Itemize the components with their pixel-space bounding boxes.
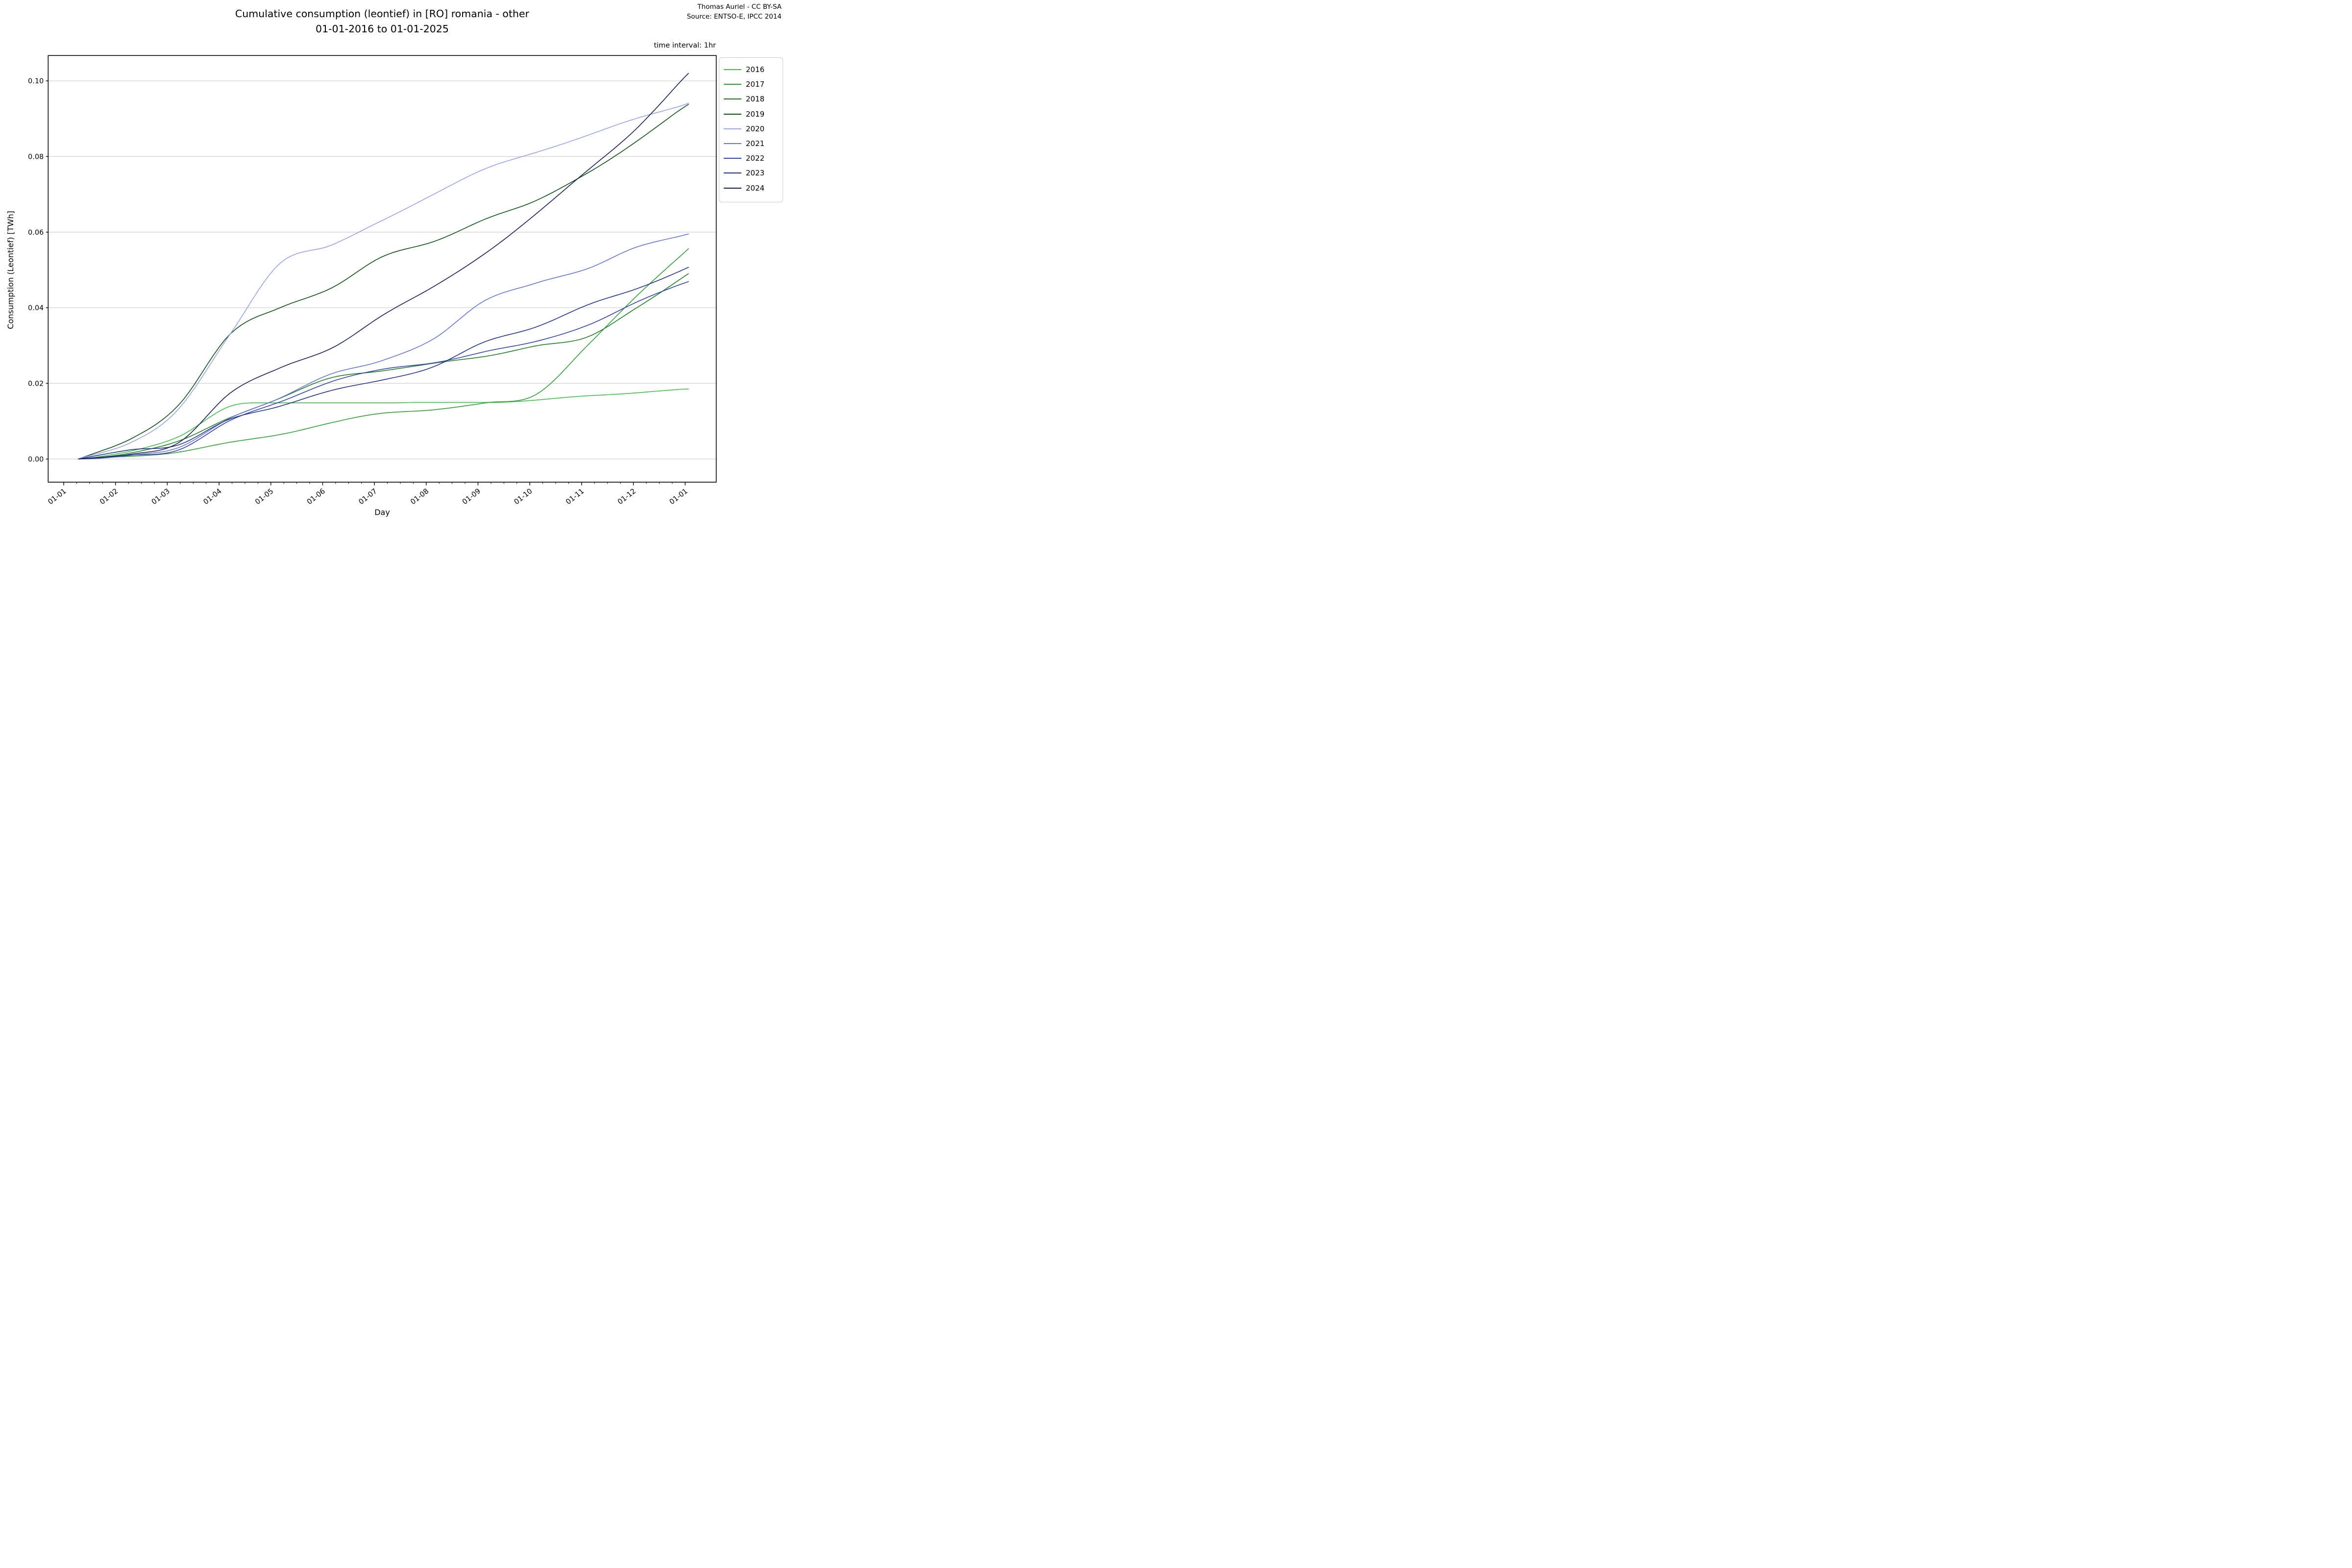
legend-label-2023: 2023 bbox=[746, 169, 765, 178]
x-tick-label-11: 01-12 bbox=[616, 488, 637, 507]
x-tick-label-9: 01-10 bbox=[513, 488, 534, 507]
legend-label-2024: 2024 bbox=[746, 183, 765, 193]
x-tick-label-4: 01-05 bbox=[254, 488, 275, 507]
y-tick-label-0.10: 0.10 bbox=[28, 77, 44, 85]
x-tick-label-3: 01-04 bbox=[202, 488, 223, 507]
legend-line-sample-2019 bbox=[724, 113, 741, 115]
time-interval-note: time interval: 1hr bbox=[654, 42, 716, 49]
x-axis-label: Day bbox=[374, 508, 390, 517]
attribution: Thomas Auriel - CC BY-SA Source: ENTSO-E… bbox=[687, 2, 782, 22]
y-tick-label-0.02: 0.02 bbox=[28, 380, 44, 388]
x-tick-label-10: 01-11 bbox=[564, 488, 586, 507]
plot-spines bbox=[48, 55, 717, 483]
chart-title-line1: Cumulative consumption (leontief) in [RO… bbox=[235, 8, 530, 20]
series-line-2023 bbox=[78, 267, 689, 460]
legend-label-2018: 2018 bbox=[746, 95, 765, 104]
legend-label-2022: 2022 bbox=[746, 154, 765, 163]
legend-line-sample-2018 bbox=[724, 98, 741, 100]
legend-line-sample-2016 bbox=[724, 69, 741, 71]
x-tick-label-12: 01-01 bbox=[668, 488, 689, 507]
x-tick-label-7: 01-08 bbox=[409, 488, 430, 507]
chart-title: Cumulative consumption (leontief) in [RO… bbox=[48, 6, 716, 37]
legend-label-2017: 2017 bbox=[746, 80, 765, 89]
consumption-chart: 0.00 0.02 0.04 0.06 0.08 0.10 01-01 01-02 01-03 0… bbox=[28, 55, 717, 507]
series-line-2018 bbox=[78, 273, 689, 460]
series-line-2022 bbox=[78, 281, 689, 460]
legend-label-2021: 2021 bbox=[746, 139, 765, 148]
attribution-source: Source: ENTSO-E, IPCC 2014 bbox=[686, 13, 782, 21]
y-tick-label-0.00: 0.00 bbox=[28, 456, 44, 464]
chart-title-line2: 01-01-2016 to 01-01-2025 bbox=[316, 23, 449, 35]
series-line-2024 bbox=[78, 73, 689, 460]
legend-line-sample-2023 bbox=[724, 172, 741, 174]
legend-entry-2023: 2023 bbox=[724, 166, 783, 180]
x-tick-label-6: 01-07 bbox=[358, 488, 379, 507]
legend-entry-2017: 2017 bbox=[724, 77, 783, 92]
legend-entry-2020: 2020 bbox=[724, 122, 783, 136]
legend-label-2016: 2016 bbox=[746, 65, 765, 74]
legend-entry-2019: 2019 bbox=[724, 107, 783, 122]
x-tick-label-0: 01-01 bbox=[47, 488, 68, 507]
legend-label-2019: 2019 bbox=[746, 109, 765, 119]
legend: 2016 2017 2018 2019 2020 2021 2022 2023 2024 bbox=[719, 57, 783, 202]
legend-line-sample-2020 bbox=[724, 128, 741, 129]
series-line-2017 bbox=[78, 248, 689, 460]
legend-label-2020: 2020 bbox=[746, 124, 765, 133]
x-tick-label-5: 01-06 bbox=[306, 488, 327, 507]
y-tick-label-0.04: 0.04 bbox=[28, 304, 44, 312]
attribution-author: Thomas Auriel - CC BY-SA bbox=[697, 3, 782, 11]
legend-entry-2024: 2024 bbox=[724, 181, 783, 196]
series-line-2016 bbox=[78, 389, 689, 460]
legend-entry-2021: 2021 bbox=[724, 136, 783, 151]
series-line-2019 bbox=[78, 104, 689, 460]
legend-line-sample-2022 bbox=[724, 158, 741, 159]
y-tick-label-0.06: 0.06 bbox=[28, 229, 44, 237]
y-tick-label-0.08: 0.08 bbox=[28, 153, 44, 161]
legend-entry-2016: 2016 bbox=[724, 62, 783, 77]
legend-line-sample-2024 bbox=[724, 187, 741, 189]
legend-entry-2022: 2022 bbox=[724, 151, 783, 166]
legend-line-sample-2017 bbox=[724, 84, 741, 85]
series-line-2021 bbox=[78, 233, 689, 460]
x-tick-label-8: 01-09 bbox=[461, 488, 482, 507]
series-line-2020 bbox=[78, 102, 689, 460]
figure: Cumulative consumption (leontief) in [RO… bbox=[0, 0, 784, 523]
x-tick-label-1: 01-02 bbox=[98, 488, 120, 507]
x-tick-label-2: 01-03 bbox=[150, 488, 172, 507]
legend-line-sample-2021 bbox=[724, 143, 741, 145]
legend-entry-2018: 2018 bbox=[724, 92, 783, 106]
